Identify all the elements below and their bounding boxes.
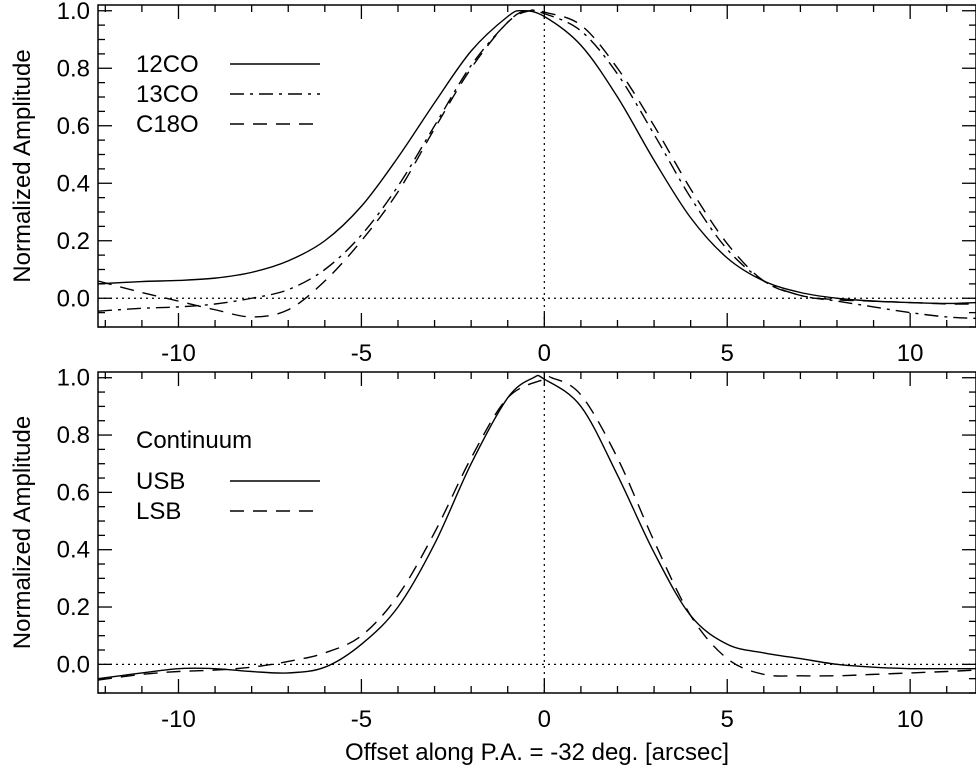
legend-entry-label: LSB bbox=[136, 498, 181, 525]
series-line-LSB bbox=[97, 375, 976, 681]
x-tick-label: -10 bbox=[161, 340, 196, 367]
x-tick-label: 5 bbox=[721, 706, 734, 733]
series-line-12CO bbox=[97, 10, 976, 305]
y-tick-label: 1.0 bbox=[57, 365, 90, 392]
y-tick-label: 0.4 bbox=[57, 537, 90, 564]
y-tick-label: 0.0 bbox=[57, 285, 90, 312]
x-tick-label: 0 bbox=[538, 340, 551, 367]
x-tick-label: -5 bbox=[351, 340, 372, 367]
x-tick-label: 10 bbox=[897, 706, 924, 733]
y-tick-label: 0.8 bbox=[57, 55, 90, 82]
y-tick-label: 0.6 bbox=[57, 479, 90, 506]
y-tick-label: 0.4 bbox=[57, 170, 90, 197]
series-line-C18O bbox=[97, 9, 976, 318]
legend-title: Continuum bbox=[136, 427, 252, 454]
top-panel-line-profiles: -10 -5 0 5 10 0.0 0.2 0.4 0.6 0.8 1.0 Normalized Am… bbox=[9, 0, 976, 367]
bottom-panel-continuum-profiles: -10 -5 0 5 10 0.0 0.2 0.4 0.6 0.8 1.0 Normalized Am… bbox=[9, 365, 976, 766]
legend-entry-label: USB bbox=[136, 468, 185, 495]
y-tick-label: 0.2 bbox=[57, 594, 90, 621]
series-line-13CO bbox=[97, 9, 976, 320]
plot-frame bbox=[97, 4, 976, 328]
x-tick-label: 0 bbox=[538, 706, 551, 733]
x-tick-label: 5 bbox=[721, 340, 734, 367]
x-tick-label: -10 bbox=[161, 706, 196, 733]
y-tick-label: 0.2 bbox=[57, 228, 90, 255]
legend-entry-label: 12CO bbox=[136, 51, 199, 78]
y-tick-label: 0.8 bbox=[57, 422, 90, 449]
x-axis-label: Offset along P.A. = -32 deg. [arcsec] bbox=[345, 739, 729, 766]
y-axis-label: Normalized Amplitude bbox=[9, 49, 36, 282]
y-tick-label: 0.0 bbox=[57, 651, 90, 678]
x-tick-label: 10 bbox=[897, 340, 924, 367]
plot-frame bbox=[97, 371, 976, 694]
y-tick-label: 1.0 bbox=[57, 0, 90, 25]
legend-entry-label: C18O bbox=[136, 111, 199, 138]
x-tick-label: -5 bbox=[351, 706, 372, 733]
legend-entry-label: 13CO bbox=[136, 81, 199, 108]
y-axis-label: Normalized Amplitude bbox=[9, 416, 36, 649]
y-tick-label: 0.6 bbox=[57, 113, 90, 140]
series-line-USB bbox=[97, 374, 976, 680]
